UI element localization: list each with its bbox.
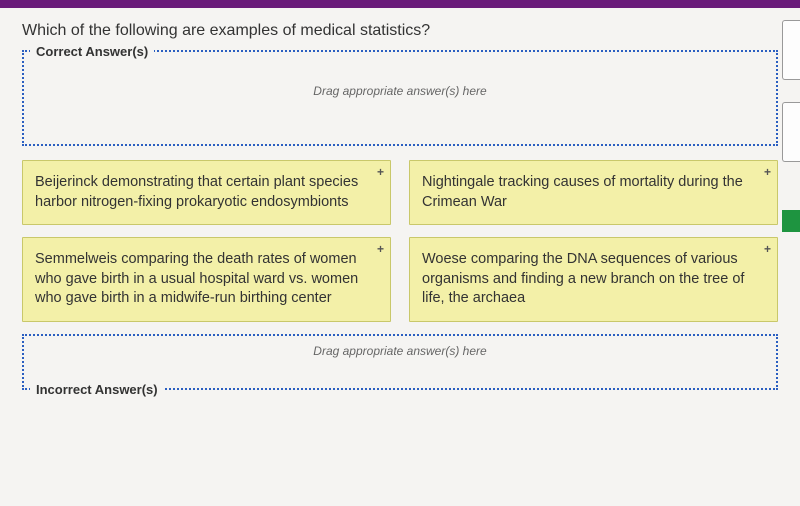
plus-icon: + [377, 241, 384, 257]
cards-column-right: + Nightingale tracking causes of mortali… [409, 160, 778, 322]
answer-cards-area: + Beijerinck demonstrating that certain … [22, 160, 778, 322]
side-button[interactable] [782, 20, 800, 80]
card-text: Semmelweis comparing the death rates of … [35, 251, 358, 306]
answer-card[interactable]: + Woese comparing the DNA sequences of v… [409, 237, 778, 322]
side-accent [782, 210, 800, 232]
card-text: Woese comparing the DNA sequences of var… [422, 251, 744, 306]
right-edge-controls [782, 20, 800, 232]
correct-zone-label: Correct Answer(s) [30, 44, 154, 59]
card-text: Nightingale tracking causes of mortality… [422, 174, 743, 210]
answer-card[interactable]: + Semmelweis comparing the death rates o… [22, 237, 391, 322]
incorrect-zone-label: Incorrect Answer(s) [30, 382, 164, 397]
plus-icon: + [764, 164, 771, 180]
incorrect-answers-dropzone[interactable]: Drag appropriate answer(s) here Incorrec… [22, 334, 778, 390]
card-text: Beijerinck demonstrating that certain pl… [35, 174, 358, 210]
answer-card[interactable]: + Nightingale tracking causes of mortali… [409, 160, 778, 225]
question-text: Which of the following are examples of m… [22, 22, 778, 40]
answer-card[interactable]: + Beijerinck demonstrating that certain … [22, 160, 391, 225]
side-button[interactable] [782, 102, 800, 162]
cards-column-left: + Beijerinck demonstrating that certain … [22, 160, 391, 322]
incorrect-zone-hint: Drag appropriate answer(s) here [24, 344, 776, 358]
correct-answers-dropzone[interactable]: Correct Answer(s) Drag appropriate answe… [22, 50, 778, 146]
question-container: Which of the following are examples of m… [0, 8, 800, 414]
correct-zone-hint: Drag appropriate answer(s) here [24, 84, 776, 98]
plus-icon: + [377, 164, 384, 180]
plus-icon: + [764, 241, 771, 257]
top-accent-bar [0, 0, 800, 8]
